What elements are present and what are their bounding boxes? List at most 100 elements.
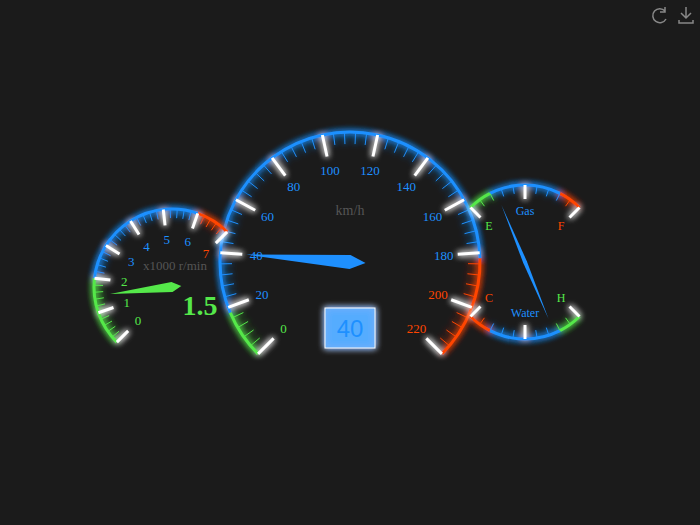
minor-tick (440, 338, 449, 346)
major-tick (524, 185, 527, 199)
axis-band (94, 278, 117, 342)
minor-tick (412, 152, 418, 162)
gauge-0: 020406080100120140160180200220km/h40 (220, 132, 480, 354)
tick-label: 0 (135, 313, 142, 328)
minor-tick (385, 138, 389, 149)
tick-label: 5 (163, 232, 170, 247)
minor-tick (220, 263, 232, 264)
minor-tick (170, 209, 171, 218)
major-tick (94, 278, 110, 280)
needle (110, 282, 181, 294)
minor-tick (490, 323, 494, 330)
minor-tick (556, 323, 560, 330)
needle (501, 205, 526, 264)
tick-label: 0 (280, 321, 287, 336)
minor-tick (137, 218, 141, 226)
axis-band (560, 316, 579, 330)
minor-tick (96, 304, 105, 306)
background (0, 0, 700, 525)
major-tick (451, 300, 472, 308)
major-tick (192, 213, 197, 228)
major-tick (117, 331, 128, 342)
major-tick (236, 200, 255, 211)
minor-tick (513, 186, 514, 194)
tick-label: H (557, 291, 566, 305)
minor-tick (222, 242, 234, 244)
axis-band (442, 258, 480, 354)
minor-tick (225, 294, 237, 297)
tick-label: C (485, 291, 493, 305)
minor-tick (301, 142, 306, 153)
refresh-icon[interactable] (653, 7, 666, 23)
minor-tick (244, 330, 254, 337)
minor-tick (467, 274, 479, 275)
detail-box (325, 308, 375, 348)
major-tick (570, 307, 580, 317)
minor-tick (394, 142, 399, 153)
minor-tick (189, 211, 191, 220)
gauge-axis (220, 132, 480, 354)
minor-tick (100, 258, 108, 261)
minor-tick (480, 318, 485, 324)
gauge-axis (94, 209, 227, 342)
major-tick (106, 246, 120, 255)
tick-label: Water (511, 306, 539, 320)
gauge-2: EGasF (471, 185, 580, 264)
tick-label: 4 (143, 239, 150, 254)
minor-tick (227, 220, 238, 224)
minor-tick (465, 231, 477, 234)
detail-box-shade (325, 308, 375, 348)
minor-tick (211, 223, 216, 230)
minor-tick (466, 284, 478, 286)
major-tick (258, 338, 274, 354)
minor-tick (150, 212, 153, 221)
minor-tick (183, 210, 184, 219)
tick-label: 220 (407, 321, 427, 336)
minor-tick (281, 152, 287, 162)
axis-band (471, 316, 490, 330)
minor-tick (94, 291, 103, 293)
minor-tick (201, 216, 205, 224)
major-tick (570, 208, 580, 218)
minor-tick (206, 219, 210, 227)
needle (246, 255, 365, 269)
minor-tick (464, 294, 476, 297)
minor-tick (458, 210, 469, 215)
minor-tick (468, 263, 480, 264)
minor-tick (312, 138, 316, 149)
minor-tick (103, 252, 111, 256)
minor-tick (546, 189, 548, 197)
minor-tick (467, 242, 479, 244)
toolbar (653, 7, 693, 23)
minor-tick (101, 316, 109, 320)
download-icon[interactable] (679, 7, 693, 23)
minor-tick (114, 234, 121, 240)
minor-tick (333, 133, 335, 145)
axis-band (198, 213, 227, 231)
minor-tick (536, 330, 537, 338)
major-tick (471, 307, 481, 317)
tick-label: 100 (320, 163, 340, 178)
major-tick (272, 158, 285, 176)
major-tick (426, 338, 442, 354)
minor-tick (112, 331, 119, 337)
tick-label: 140 (397, 179, 417, 194)
minor-tick (231, 210, 242, 215)
minor-tick (429, 165, 437, 174)
major-tick (322, 135, 327, 156)
dashboard: 020406080100120140160180200220km/h400123… (0, 0, 700, 525)
minor-tick (536, 186, 537, 194)
gauge-title: km/h (336, 203, 365, 218)
minor-tick (216, 227, 222, 234)
minor-tick (242, 190, 252, 197)
minor-tick (513, 330, 514, 338)
major-tick (415, 158, 428, 176)
minor-tick (436, 173, 445, 181)
minor-tick (94, 285, 103, 286)
minor-tick (95, 298, 104, 299)
minor-tick (104, 321, 112, 325)
gauge-axis (471, 307, 580, 339)
minor-tick (566, 200, 571, 206)
minor-tick (97, 265, 106, 268)
major-tick (216, 232, 227, 243)
